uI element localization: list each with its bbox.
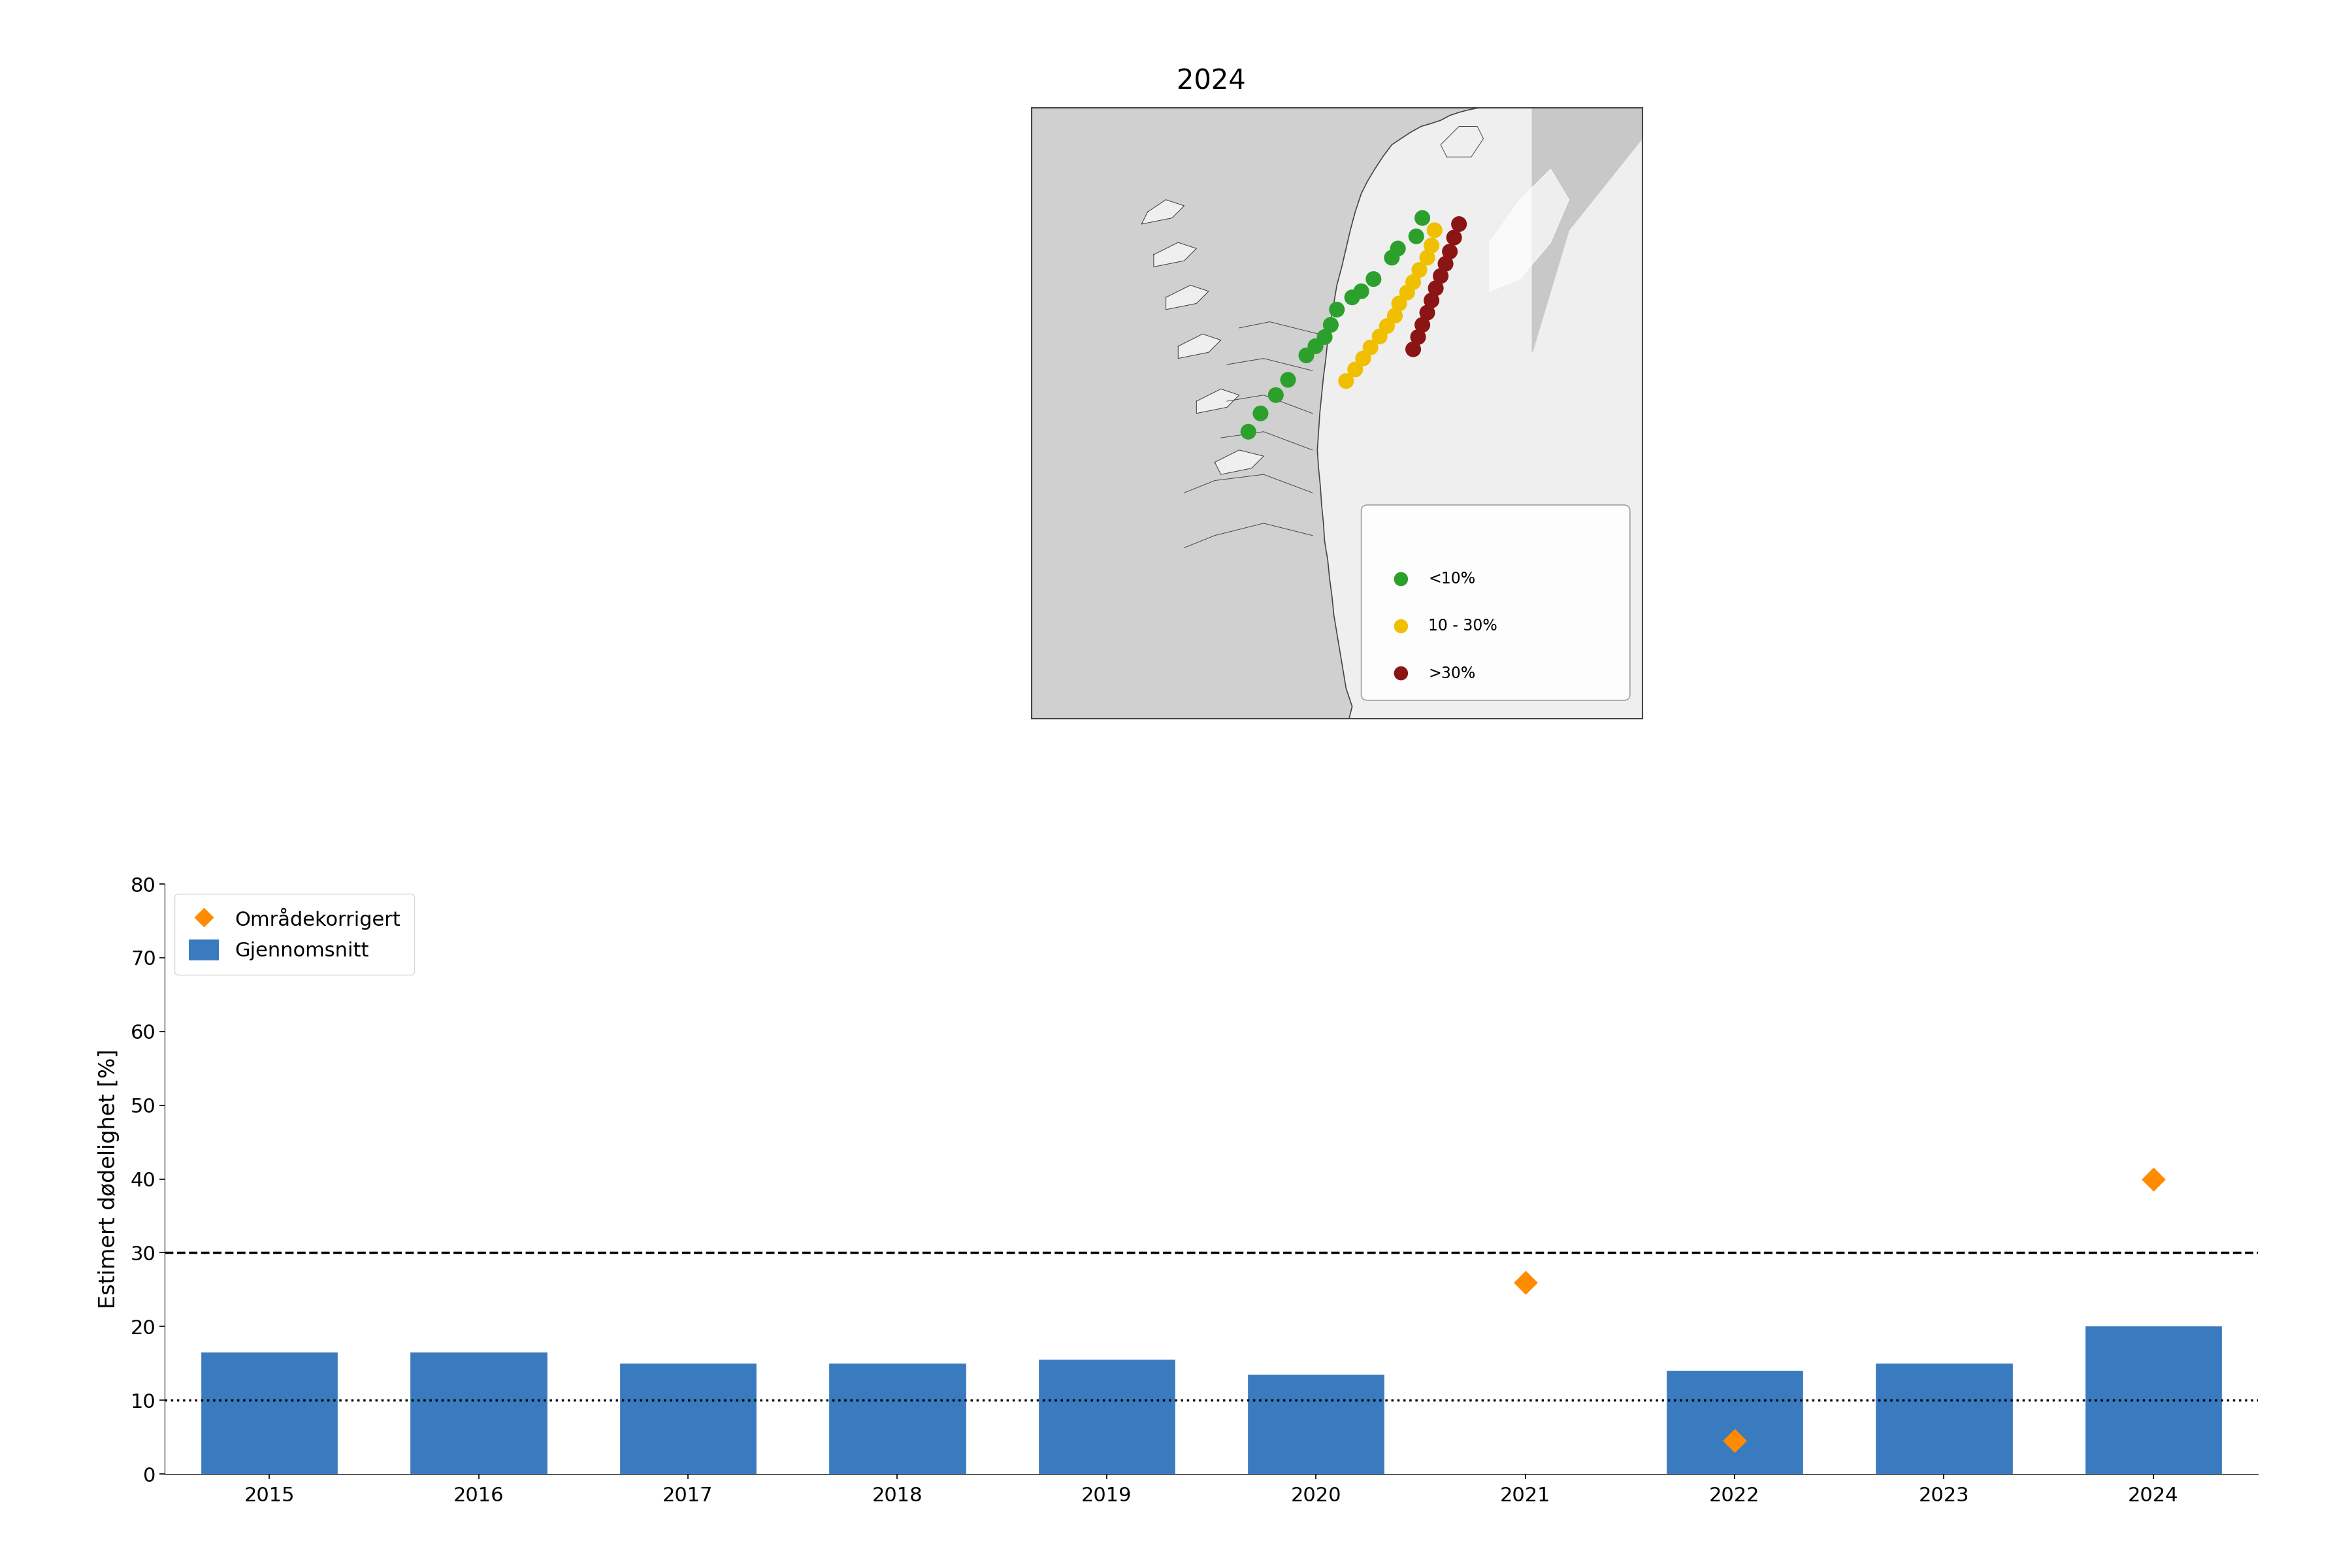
Text: 2024: 2024 xyxy=(1176,67,1247,94)
Bar xyxy=(1040,1359,1174,1474)
Legend: Områdekorrigert, Gjennomsnitt: Områdekorrigert, Gjennomsnitt xyxy=(174,894,414,975)
Bar xyxy=(1249,1375,1383,1474)
Bar xyxy=(1668,1370,1802,1474)
Bar xyxy=(202,1352,336,1474)
Bar xyxy=(1877,1363,2011,1474)
Point xyxy=(2136,1167,2173,1192)
Y-axis label: Estimert dødelighet [%]: Estimert dødelighet [%] xyxy=(99,1049,120,1309)
Point xyxy=(1505,1270,1543,1295)
Bar xyxy=(830,1363,964,1474)
Bar xyxy=(2086,1327,2220,1474)
Bar xyxy=(412,1352,546,1474)
Point xyxy=(1717,1428,1755,1454)
Bar xyxy=(621,1363,755,1474)
